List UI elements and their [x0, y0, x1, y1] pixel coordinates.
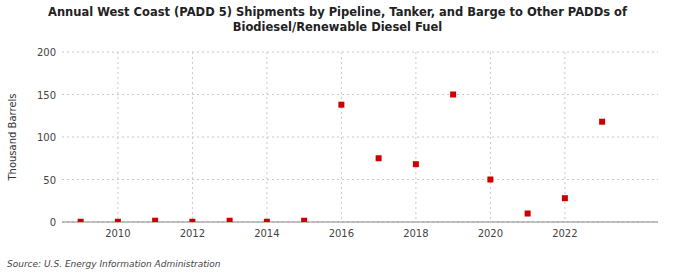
- source-note: Source: U.S. Energy Information Administ…: [7, 259, 221, 269]
- point: [264, 219, 270, 222]
- point: [487, 177, 493, 183]
- x-grid-line: [341, 52, 342, 222]
- point: [376, 155, 382, 161]
- y-tick-label: 50: [43, 175, 56, 186]
- x-tick-label: 2018: [403, 228, 428, 239]
- x-grid-line: [117, 52, 118, 222]
- grid: [62, 52, 658, 222]
- y-tick-label: 150: [37, 90, 56, 101]
- point: [301, 218, 307, 222]
- point: [115, 219, 121, 222]
- x-tick-label: 2020: [478, 228, 503, 239]
- point: [189, 219, 195, 222]
- x-tick-label: 2014: [254, 228, 279, 239]
- point: [450, 92, 456, 98]
- title: Annual West Coast (PADD 5) Shipments by …: [48, 5, 628, 34]
- point: [525, 211, 531, 217]
- title-line: Biodiesel/Renewable Diesel Fuel: [233, 20, 442, 34]
- point: [152, 218, 158, 222]
- y-tick-label: 0: [50, 217, 56, 228]
- x-grid-line: [266, 52, 267, 222]
- y-grid-line: [62, 137, 658, 138]
- point: [599, 119, 605, 125]
- title-line: Annual West Coast (PADD 5) Shipments by …: [48, 5, 628, 19]
- point: [413, 161, 419, 167]
- x-grid-line: [490, 52, 491, 222]
- y-axis-label: Thousand Barrels: [7, 93, 18, 181]
- x-grid-line: [192, 52, 193, 222]
- x-tick-label: 2022: [552, 228, 577, 239]
- x-axis-line: [62, 222, 658, 223]
- y-tick-label: 200: [37, 47, 56, 58]
- x-grid-line: [415, 52, 416, 222]
- x-tick-label: 2016: [329, 228, 354, 239]
- points: [78, 92, 606, 223]
- y-grid-line: [62, 52, 658, 53]
- x-tick-label: 2012: [180, 228, 205, 239]
- y-tick-label: 100: [37, 132, 56, 143]
- x-tick-label: 2010: [105, 228, 130, 239]
- y-grid-line: [62, 222, 658, 223]
- y-grid-line: [62, 179, 658, 180]
- point: [562, 195, 568, 201]
- point: [227, 218, 233, 222]
- y-grid-line: [62, 94, 658, 95]
- chart: Annual West Coast (PADD 5) Shipments by …: [0, 0, 675, 275]
- chart-container: Annual West Coast (PADD 5) Shipments by …: [0, 0, 675, 275]
- point: [78, 219, 84, 222]
- point: [338, 102, 344, 108]
